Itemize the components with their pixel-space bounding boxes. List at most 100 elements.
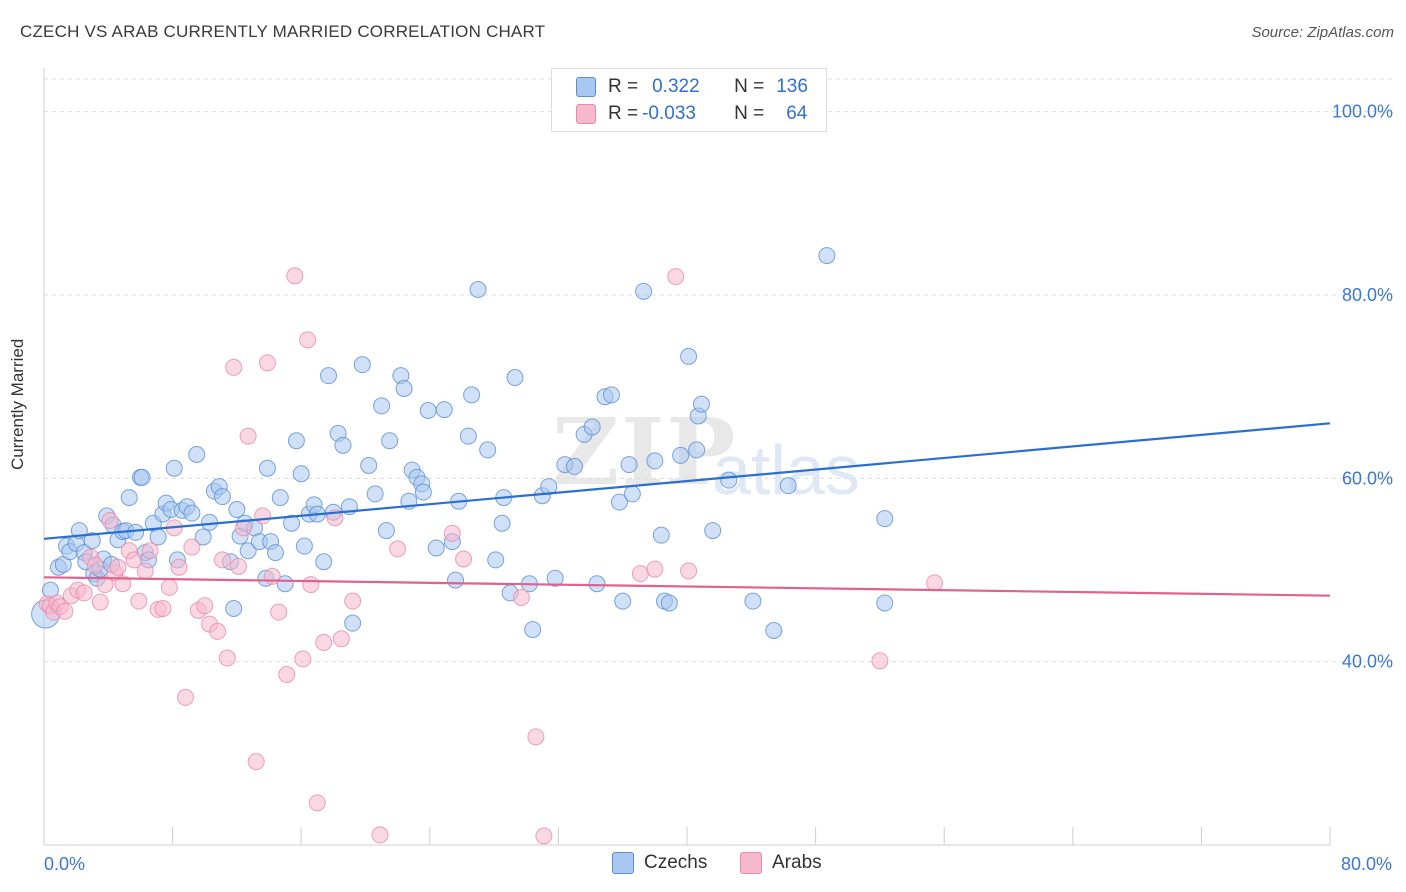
czech-point [652,526,670,544]
arab-swatch [740,852,762,874]
czech-point [414,483,432,501]
arab-point [286,267,304,285]
arab-point [247,753,265,771]
arab-point [101,512,119,529]
arab-point [258,354,276,372]
czech-point [194,528,212,546]
arab-point [160,578,178,596]
arab-point [278,666,296,683]
arab-point [209,622,227,640]
czech-point [704,522,722,540]
czech-point [395,380,413,397]
y-tick-label: 40.0% [1342,652,1393,672]
czech-point [680,347,698,365]
czech-point [373,397,391,415]
arab-point [196,597,214,615]
czech-point [479,441,497,459]
czech-point [320,367,338,385]
arab-point [154,600,172,617]
czech-point [447,571,465,589]
czech-point [258,459,276,477]
czech-point [83,532,101,550]
arab-label: Arabs [772,852,822,873]
legend-n-label: N = [734,76,765,97]
czech-point [295,537,313,555]
arab-point [926,574,944,592]
arab-point [389,540,407,558]
czech-trend-line [43,422,1331,540]
arab-point [254,507,272,525]
czech-point [271,489,289,507]
czech-point [292,465,310,483]
arab-point [527,728,545,746]
arab-point [230,557,248,575]
czech-point [435,401,453,419]
legend-n-value: 136 [776,76,808,97]
czech-point [427,539,445,557]
czech-point [239,542,257,560]
czech-point [744,592,762,610]
arab-point [170,558,188,576]
arab-point [225,358,243,376]
bottom-legend-arabs: Arabs [740,852,822,874]
czech-point [360,457,378,474]
x-tick-label: 0.0% [44,854,85,874]
source-label: Source: ZipAtlas.com [1251,24,1394,41]
arab-point [91,593,109,611]
arab-point [141,542,159,560]
czech-point [149,528,167,546]
arab-point [344,592,362,610]
czech-label: Czechs [644,852,708,873]
arab-point [176,688,194,706]
czech-point [876,594,894,612]
czech-point [266,544,284,562]
stats-legend: R = 0.322 N = 136 R = -0.033 N = 64 [551,68,827,132]
czech-point [660,594,678,612]
czech-point [583,418,601,436]
czech-point [524,621,542,639]
arab-point [136,562,154,580]
czech-point [506,369,524,386]
arab-point [114,575,132,593]
y-tick-label: 100.0% [1332,102,1393,122]
czech-point [635,282,653,300]
arab-point [299,331,317,349]
czech-point [183,504,201,522]
legend-r-label: R = [608,76,639,97]
czech-point [565,457,583,475]
czech-point [546,569,564,587]
czech-point [646,452,664,470]
czech-point [127,523,145,541]
czech-point [688,441,706,459]
arab-point [125,551,143,569]
czech-point [602,386,620,404]
czech-swatch [576,77,596,97]
czech-point [720,471,738,489]
czech-point [419,402,437,419]
arab-point [109,558,127,576]
czech-point [344,614,362,632]
y-axis-label: Currently Married [8,338,27,470]
czech-point [334,436,352,454]
arab-point [871,652,889,670]
czech-point [377,522,395,540]
czech-point [779,477,797,495]
legend-row-czechs: R = 0.322 N = 136 [576,74,808,100]
czech-point [610,493,628,511]
arab-point [270,603,288,621]
czech-point [620,456,638,474]
czech-point [876,510,894,528]
czech-point [133,468,151,486]
czech-point [588,575,606,593]
arab-point [680,562,698,580]
y-tick-label: 60.0% [1342,468,1393,488]
x-tick-label: 80.0% [1341,854,1392,874]
czech-swatch [612,852,634,874]
czech-point [463,386,481,404]
arab-point [239,427,257,445]
arab-point [213,551,231,569]
czech-point [459,427,477,445]
legend-r-value: -0.033 [642,103,696,124]
czech-point [188,446,206,463]
czech-point [315,553,333,571]
